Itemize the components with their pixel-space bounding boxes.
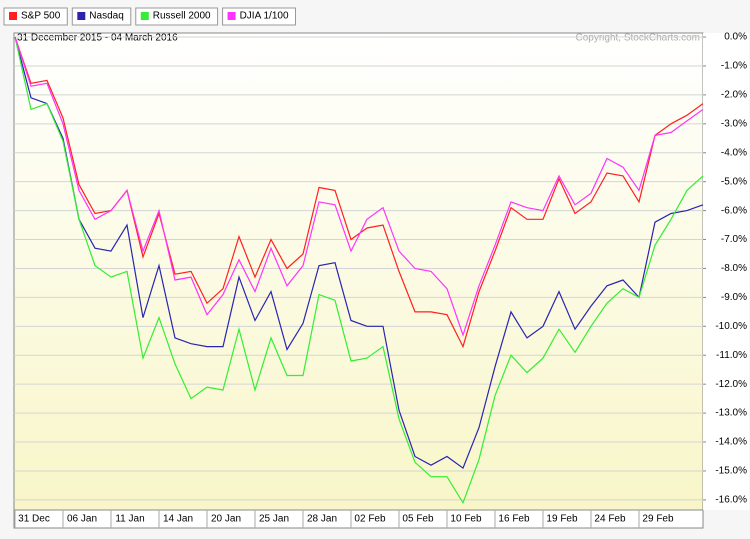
x-tick-label: 02 Feb (354, 514, 386, 525)
y-tick-label: -4.0% (721, 147, 747, 158)
legend-swatch (9, 12, 17, 20)
x-tick-label: 14 Jan (163, 514, 193, 525)
legend-label: DJIA 1/100 (240, 11, 289, 22)
x-tick-label: 05 Feb (402, 514, 434, 525)
legend-item: Nasdaq (71, 7, 132, 26)
y-tick-label: -6.0% (721, 205, 747, 216)
legend: S&P 500 Nasdaq Russell 2000 DJIA 1/100 (3, 7, 296, 26)
y-tick-label: -12.0% (715, 379, 747, 390)
y-tick-label: -1.0% (721, 61, 747, 72)
legend-swatch (140, 12, 149, 20)
y-tick-label: -14.0% (715, 437, 747, 448)
legend-swatch (77, 12, 86, 20)
y-tick-label: -13.0% (715, 408, 747, 419)
legend-label: S&P 500 (21, 11, 61, 22)
legend-box (222, 7, 296, 26)
x-tick-label: 10 Feb (450, 514, 482, 525)
copyright: Copyright, StockCharts.com (576, 33, 701, 44)
x-tick-label: 25 Jan (259, 514, 289, 525)
y-tick-label: -2.0% (721, 90, 747, 101)
x-tick-label: 24 Feb (594, 514, 626, 525)
y-tick-label: -10.0% (715, 321, 747, 332)
legend-swatch (227, 12, 236, 20)
legend-item: S&P 500 (3, 7, 68, 26)
date-range: 31 December 2015 - 04 March 2016 (17, 33, 178, 44)
legend-box (3, 7, 68, 26)
y-tick-label: -7.0% (721, 234, 747, 245)
y-tick-label: -8.0% (721, 263, 747, 274)
y-tick-label: -5.0% (721, 176, 747, 187)
plot-area (13, 32, 704, 511)
x-tick-label: 20 Jan (211, 514, 241, 525)
legend-box (135, 7, 219, 26)
x-tick-label: 19 Feb (546, 514, 578, 525)
series-line (14, 36, 704, 505)
legend-box (71, 7, 132, 26)
y-tick-label: -11.0% (716, 350, 747, 361)
x-axis-band (13, 509, 704, 529)
series-line (14, 36, 704, 470)
legend-label: Russell 2000 (153, 11, 211, 22)
y-tick-label: 0.0% (724, 32, 747, 43)
x-tick-label: 28 Jan (307, 514, 337, 525)
x-tick-label: 11 Jan (115, 514, 144, 525)
x-tick-label: 31 Dec (18, 514, 50, 525)
x-tick-label: 06 Jan (67, 514, 97, 525)
legend-item: Russell 2000 (135, 7, 219, 26)
legend-item: DJIA 1/100 (222, 7, 296, 26)
x-tick-label: 16 Feb (498, 514, 530, 525)
y-axis-band (703, 33, 749, 510)
series-line (14, 36, 704, 337)
x-tick-label: 29 Feb (642, 514, 674, 525)
y-tick-label: -3.0% (721, 118, 747, 129)
y-tick-label: -15.0% (715, 466, 747, 477)
legend-label: Nasdaq (89, 11, 123, 22)
y-tick-label: -16.0% (715, 495, 747, 506)
y-tick-label: -9.0% (721, 292, 747, 303)
